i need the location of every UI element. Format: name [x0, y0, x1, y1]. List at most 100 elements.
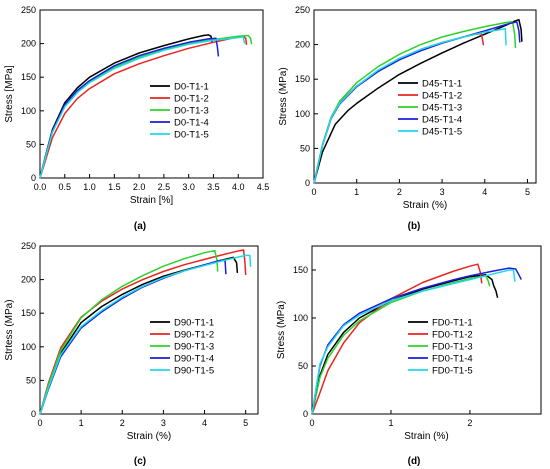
y-tick-label: 200	[21, 39, 36, 49]
y-axis-label: Stress [MPa]	[4, 65, 15, 122]
chart-panel-1: 0.0 0.5 1.0 1.5 2.0 2.5 3.0 3.5 4.0 4.5 0 50 100 150 2…	[4, 5, 269, 206]
legend: D0-T1-1D0-T1-2D0-T1-3D0-T1-4D0-T1-5	[150, 82, 209, 141]
legend-label: D0-T1-4	[174, 118, 209, 129]
y-tick-label: 0	[305, 178, 310, 188]
panel-label: (d)	[408, 456, 421, 467]
y-tick-label: 50	[300, 143, 310, 153]
plot-frame	[313, 9, 537, 184]
y-tick-label: 250	[295, 5, 310, 15]
y-tick-label: 150	[295, 74, 310, 84]
series-line-d90-t1-5	[39, 254, 252, 415]
x-tick-label: 1.0	[83, 182, 96, 192]
y-tick-label: 50	[298, 361, 308, 371]
y-axis-label: Stress (MPa)	[276, 301, 287, 359]
legend-label: D0-T1-2	[174, 94, 209, 105]
y-tick-label: 0	[31, 173, 36, 183]
y-tick-label: 200	[21, 275, 36, 285]
plot-frame	[39, 9, 264, 179]
y-tick-label: 150	[21, 308, 36, 318]
series-line-d45-t1-1	[313, 18, 523, 184]
chart-panel-4: 0 1 2 0 50 100 150 Strain (%) Stress (MPa) FD0-T1…	[276, 245, 542, 442]
legend-label: D45-T1-2	[422, 91, 462, 102]
x-tick-label: 0	[309, 418, 314, 428]
legend-label: D90-T1-5	[174, 366, 214, 377]
x-tick-label: 2	[120, 418, 125, 428]
legend-label: D90-T1-2	[174, 330, 214, 341]
x-tick-label: 4.5	[257, 182, 270, 192]
x-tick-label: 1	[354, 187, 359, 197]
x-tick-label: 2.5	[158, 182, 171, 192]
x-tick-label: 3.0	[182, 182, 195, 192]
panel-label: (b)	[408, 221, 421, 232]
x-tick-label: 0	[37, 418, 42, 428]
legend-label: FD0-T1-3	[432, 342, 473, 353]
legend-label: D45-T1-4	[422, 115, 462, 126]
y-tick-label: 150	[21, 72, 36, 82]
series-line-d45-t1-3	[313, 21, 517, 184]
y-tick-label: 200	[295, 40, 310, 50]
x-tick-label: 3	[161, 418, 166, 428]
y-tick-label: 100	[21, 342, 36, 352]
x-tick-label: 2	[467, 418, 472, 428]
x-tick-label: 0.5	[59, 182, 72, 192]
x-tick-label: 1	[79, 418, 84, 428]
x-tick-label: 3	[440, 187, 445, 197]
x-tick-label: 4.0	[232, 182, 245, 192]
y-tick-label: 100	[21, 106, 36, 116]
x-tick-label: 2	[397, 187, 402, 197]
plot-frame	[39, 245, 259, 415]
x-tick-label: 3.5	[207, 182, 220, 192]
legend-label: D0-T1-5	[174, 130, 209, 141]
x-tick-label: 1	[388, 418, 393, 428]
legend-label: D90-T1-3	[174, 342, 214, 353]
legend-label: FD0-T1-2	[432, 330, 473, 341]
series-line-d90-t1-1	[39, 256, 239, 415]
x-axis-label: Strain [%]	[130, 195, 174, 206]
x-tick-label: 5	[243, 418, 248, 428]
series-line-d90-t1-2	[39, 249, 247, 415]
x-axis-label: Strain (%)	[127, 431, 171, 442]
x-tick-label: 1.5	[108, 182, 121, 192]
y-tick-label: 250	[21, 241, 36, 251]
series-line-fd0-t1-2	[311, 263, 483, 415]
series-line-fd0-t1-3	[311, 275, 491, 415]
y-tick-label: 50	[26, 375, 36, 385]
x-tick-label: 0.0	[34, 182, 47, 192]
y-tick-label: 0	[303, 409, 308, 419]
y-tick-label: 150	[293, 265, 308, 275]
series-line-fd0-t1-1	[311, 274, 499, 415]
plot-frame	[311, 245, 542, 415]
series-line-fd0-t1-4	[311, 267, 522, 415]
legend-label: D90-T1-4	[174, 354, 214, 365]
y-tick-label: 50	[26, 139, 36, 149]
legend-label: FD0-T1-4	[432, 354, 473, 365]
panel-label: (a)	[134, 221, 146, 232]
x-axis-label: Strain (%)	[404, 431, 448, 442]
y-tick-label: 100	[295, 109, 310, 119]
x-tick-label: 4	[202, 418, 207, 428]
y-axis-label: Strtess (MPa)	[4, 299, 15, 360]
series-line-d45-t1-5	[313, 27, 507, 184]
legend-label: D45-T1-3	[422, 103, 462, 114]
y-axis-label: Stress (MPa)	[278, 67, 289, 125]
legend-label: D45-T1-1	[422, 79, 462, 90]
y-tick-label: 0	[31, 409, 36, 419]
x-axis-label: Strain (%)	[403, 200, 447, 211]
legend-label: D90-T1-1	[174, 318, 214, 329]
y-tick-label: 100	[293, 313, 308, 323]
x-tick-label: 5	[525, 187, 530, 197]
y-tick-label: 250	[21, 5, 36, 15]
legend-label: D0-T1-3	[174, 106, 209, 117]
panel-label: (c)	[134, 456, 146, 467]
legend-label: D45-T1-5	[422, 127, 462, 138]
series-line-d90-t1-3	[39, 249, 219, 415]
x-tick-label: 2.0	[133, 182, 146, 192]
x-tick-label: 4	[482, 187, 487, 197]
legend-label: FD0-T1-1	[432, 318, 473, 329]
